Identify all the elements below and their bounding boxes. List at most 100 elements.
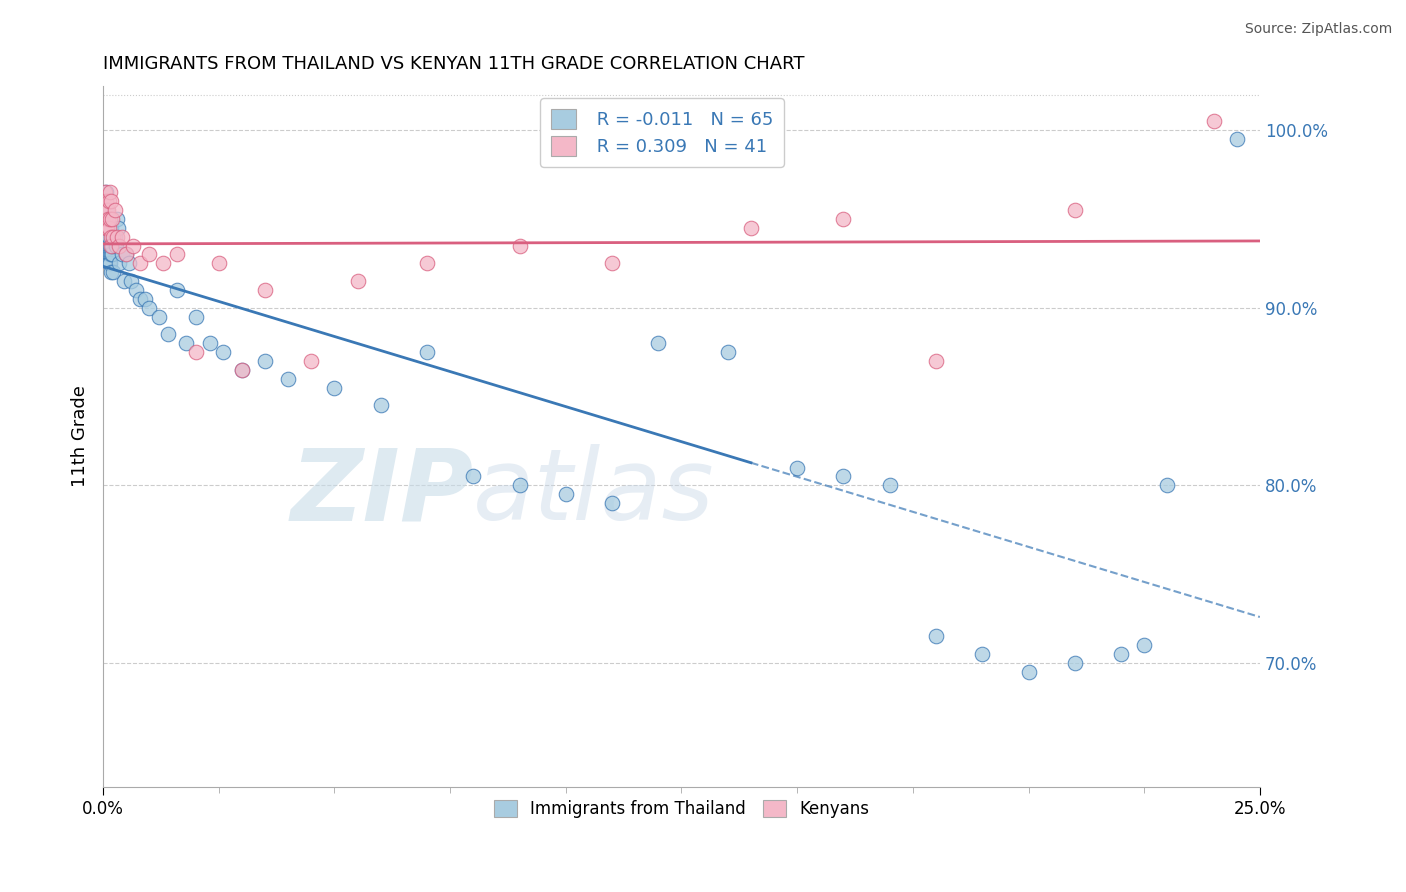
- Point: [122, 238, 145, 252]
- Point: [231, 363, 253, 377]
- Point: [94, 186, 117, 200]
- Y-axis label: 11th Grade: 11th Grade: [72, 385, 89, 487]
- Point: [129, 256, 152, 270]
- Point: [107, 220, 129, 235]
- Point: [111, 229, 134, 244]
- Point: [98, 220, 121, 235]
- Point: [94, 203, 117, 218]
- Point: [98, 247, 121, 261]
- Point: [96, 211, 118, 226]
- Text: ZIP: ZIP: [290, 444, 474, 541]
- Text: atlas: atlas: [474, 444, 714, 541]
- Point: [103, 265, 125, 279]
- Point: [112, 274, 135, 288]
- Point: [166, 247, 188, 261]
- Point: [98, 247, 121, 261]
- Point: [1226, 132, 1249, 146]
- Point: [98, 256, 121, 270]
- Point: [97, 229, 120, 244]
- Point: [184, 310, 207, 324]
- Point: [97, 229, 120, 244]
- Point: [925, 354, 948, 368]
- Point: [1063, 656, 1085, 670]
- Point: [97, 203, 120, 218]
- Point: [115, 247, 138, 261]
- Point: [832, 469, 855, 483]
- Point: [509, 238, 531, 252]
- Point: [105, 229, 128, 244]
- Point: [254, 354, 277, 368]
- Point: [100, 194, 122, 209]
- Text: Source: ZipAtlas.com: Source: ZipAtlas.com: [1244, 22, 1392, 37]
- Point: [96, 194, 118, 209]
- Point: [104, 203, 127, 218]
- Point: [104, 229, 127, 244]
- Point: [134, 292, 156, 306]
- Point: [96, 220, 118, 235]
- Point: [647, 336, 669, 351]
- Point: [101, 211, 124, 226]
- Point: [231, 363, 253, 377]
- Point: [254, 283, 277, 297]
- Point: [105, 238, 128, 252]
- Point: [346, 274, 368, 288]
- Point: [98, 186, 121, 200]
- Point: [98, 211, 121, 226]
- Point: [786, 460, 808, 475]
- Point: [103, 229, 125, 244]
- Point: [277, 372, 299, 386]
- Point: [879, 478, 901, 492]
- Point: [138, 247, 160, 261]
- Point: [96, 203, 118, 218]
- Point: [1018, 665, 1040, 679]
- Point: [370, 399, 392, 413]
- Point: [184, 345, 207, 359]
- Point: [101, 238, 124, 252]
- Point: [416, 256, 439, 270]
- Point: [198, 336, 221, 351]
- Point: [176, 336, 198, 351]
- Point: [115, 247, 138, 261]
- Point: [100, 265, 122, 279]
- Point: [832, 211, 855, 226]
- Point: [1202, 114, 1225, 128]
- Point: [1063, 203, 1085, 218]
- Point: [138, 301, 160, 315]
- Point: [166, 283, 188, 297]
- Point: [152, 256, 174, 270]
- Point: [323, 381, 346, 395]
- Point: [554, 487, 576, 501]
- Point: [94, 211, 117, 226]
- Legend: Immigrants from Thailand, Kenyans: Immigrants from Thailand, Kenyans: [486, 793, 876, 824]
- Point: [100, 220, 122, 235]
- Point: [600, 496, 623, 510]
- Point: [463, 469, 485, 483]
- Point: [98, 256, 121, 270]
- Point: [96, 238, 118, 252]
- Point: [1156, 478, 1178, 492]
- Point: [208, 256, 231, 270]
- Point: [97, 194, 120, 209]
- Point: [1109, 647, 1132, 661]
- Point: [509, 478, 531, 492]
- Point: [925, 629, 948, 643]
- Point: [100, 229, 122, 244]
- Point: [100, 247, 122, 261]
- Point: [97, 211, 120, 226]
- Point: [97, 238, 120, 252]
- Point: [600, 256, 623, 270]
- Point: [100, 238, 122, 252]
- Point: [117, 256, 139, 270]
- Point: [94, 220, 117, 235]
- Point: [299, 354, 322, 368]
- Text: IMMIGRANTS FROM THAILAND VS KENYAN 11TH GRADE CORRELATION CHART: IMMIGRANTS FROM THAILAND VS KENYAN 11TH …: [103, 55, 804, 73]
- Point: [129, 292, 152, 306]
- Point: [120, 274, 142, 288]
- Point: [96, 229, 118, 244]
- Point: [1133, 638, 1156, 652]
- Point: [740, 220, 762, 235]
- Point: [101, 247, 124, 261]
- Point: [124, 283, 146, 297]
- Point: [156, 327, 179, 342]
- Point: [111, 247, 134, 261]
